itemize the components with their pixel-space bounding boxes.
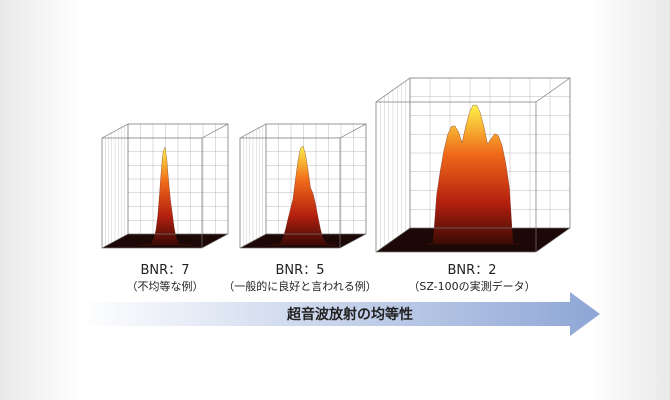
box-edge bbox=[239, 233, 267, 249]
box-edge bbox=[101, 123, 129, 139]
surface-peak bbox=[269, 145, 337, 246]
plots bbox=[101, 77, 571, 253]
arrow bbox=[80, 292, 600, 336]
box-edge bbox=[101, 233, 129, 249]
box-edge bbox=[339, 123, 367, 139]
box-frame bbox=[265, 123, 367, 235]
plot-label: BNR：2 bbox=[448, 263, 497, 278]
box-edge bbox=[201, 233, 229, 249]
arrow-label: 超音波放射の均等性 bbox=[286, 306, 413, 323]
surface-peak bbox=[427, 104, 520, 245]
plot-caption: （一般的に良好と言われる例） bbox=[223, 279, 376, 293]
box-edge bbox=[239, 123, 267, 139]
box-edge bbox=[339, 233, 367, 249]
box-edge bbox=[535, 77, 571, 103]
box-frame bbox=[239, 137, 341, 249]
box-edge bbox=[375, 227, 411, 253]
box-edge bbox=[375, 77, 411, 103]
box-edge bbox=[201, 123, 229, 139]
surface-peak bbox=[139, 146, 191, 246]
box-frame bbox=[409, 77, 571, 229]
plot-caption: （SZ-100の実測データ） bbox=[408, 279, 535, 293]
box-frame bbox=[101, 137, 203, 249]
plot-label: BNR：7 bbox=[141, 263, 190, 278]
plot-label: BNR：5 bbox=[276, 263, 325, 278]
box-edge bbox=[535, 227, 571, 253]
box-frame bbox=[127, 123, 229, 235]
box-frame bbox=[375, 101, 537, 253]
plot-caption: （不均等な例） bbox=[127, 279, 204, 293]
